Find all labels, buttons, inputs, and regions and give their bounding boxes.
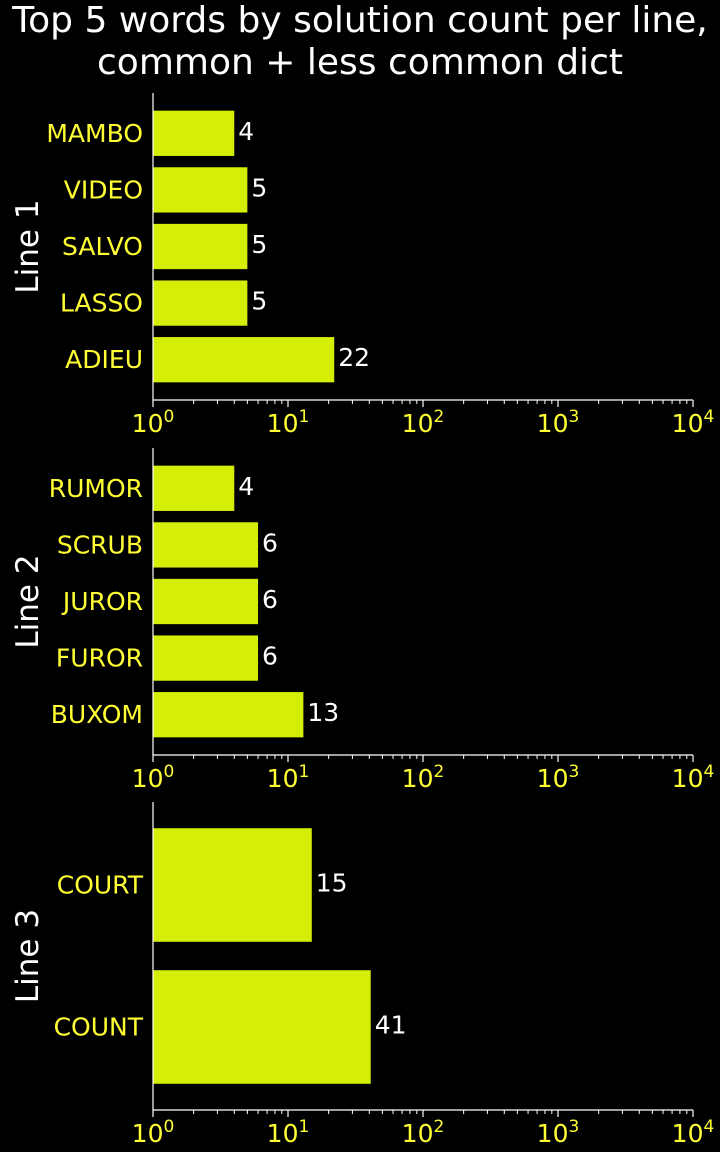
- x-tick-label: 100: [132, 1117, 175, 1148]
- y-axis-label-line-3: Line 3: [10, 909, 46, 1003]
- category-label-furor: FUROR: [56, 644, 143, 673]
- category-label-adieu: ADIEU: [65, 345, 143, 374]
- category-label-buxom: BUXOM: [51, 700, 143, 729]
- category-label-scrub: SCRUB: [57, 530, 143, 559]
- value-label-adieu: 22: [338, 343, 370, 372]
- category-label-court: COURT: [57, 871, 144, 900]
- category-label-lasso: LASSO: [60, 289, 143, 318]
- x-tick-label: 100: [132, 762, 175, 793]
- chart-title-line-2: common + less common dict: [97, 42, 623, 83]
- x-tick-label: 101: [267, 762, 310, 793]
- x-tick-label: 104: [672, 762, 715, 793]
- x-tick-label: 103: [537, 762, 580, 793]
- bar-lasso: [153, 280, 248, 326]
- bar-count: [153, 970, 371, 1084]
- bar-salvo: [153, 223, 248, 270]
- category-label-count: COUNT: [54, 1013, 144, 1042]
- category-label-video: VIDEO: [64, 175, 143, 204]
- x-tick-label: 103: [537, 407, 580, 438]
- x-tick-label: 102: [402, 407, 445, 438]
- value-label-video: 5: [251, 173, 267, 202]
- bar-furor: [153, 635, 259, 681]
- category-label-juror: JUROR: [61, 587, 143, 616]
- y-axis-label-line-2: Line 2: [10, 554, 46, 648]
- value-label-lasso: 5: [251, 287, 267, 316]
- bar-juror: [153, 578, 259, 625]
- bar-rumor: [153, 465, 235, 511]
- chart-title-line-1: Top 5 words by solution count per line,: [12, 0, 708, 41]
- x-tick-label: 102: [402, 1117, 445, 1148]
- value-label-salvo: 5: [251, 230, 267, 259]
- x-tick-label: 100: [132, 407, 175, 438]
- value-label-furor: 6: [262, 642, 278, 671]
- value-label-juror: 6: [262, 585, 278, 614]
- bar-mambo: [153, 110, 235, 156]
- y-axis-label-line-1: Line 1: [10, 199, 46, 293]
- category-label-mambo: MAMBO: [46, 119, 143, 148]
- value-label-scrub: 6: [262, 528, 278, 557]
- bar-video: [153, 167, 248, 213]
- x-tick-label: 104: [672, 1117, 715, 1148]
- category-label-rumor: RUMOR: [49, 474, 143, 503]
- x-tick-label: 102: [402, 762, 445, 793]
- bar-scrub: [153, 522, 259, 568]
- value-label-buxom: 13: [307, 698, 339, 727]
- x-tick-label: 104: [672, 407, 715, 438]
- chart-title: Top 5 words by solution count per line, …: [0, 0, 720, 84]
- category-label-salvo: SALVO: [62, 232, 143, 261]
- value-label-rumor: 4: [238, 472, 254, 501]
- bar-court: [153, 828, 312, 942]
- bar-buxom: [153, 692, 304, 738]
- value-label-court: 15: [316, 869, 348, 898]
- x-tick-label: 103: [537, 1117, 580, 1148]
- x-tick-label: 101: [267, 1117, 310, 1148]
- bar-adieu: [153, 337, 335, 383]
- x-tick-label: 101: [267, 407, 310, 438]
- value-label-count: 41: [375, 1011, 407, 1040]
- value-label-mambo: 4: [238, 117, 254, 146]
